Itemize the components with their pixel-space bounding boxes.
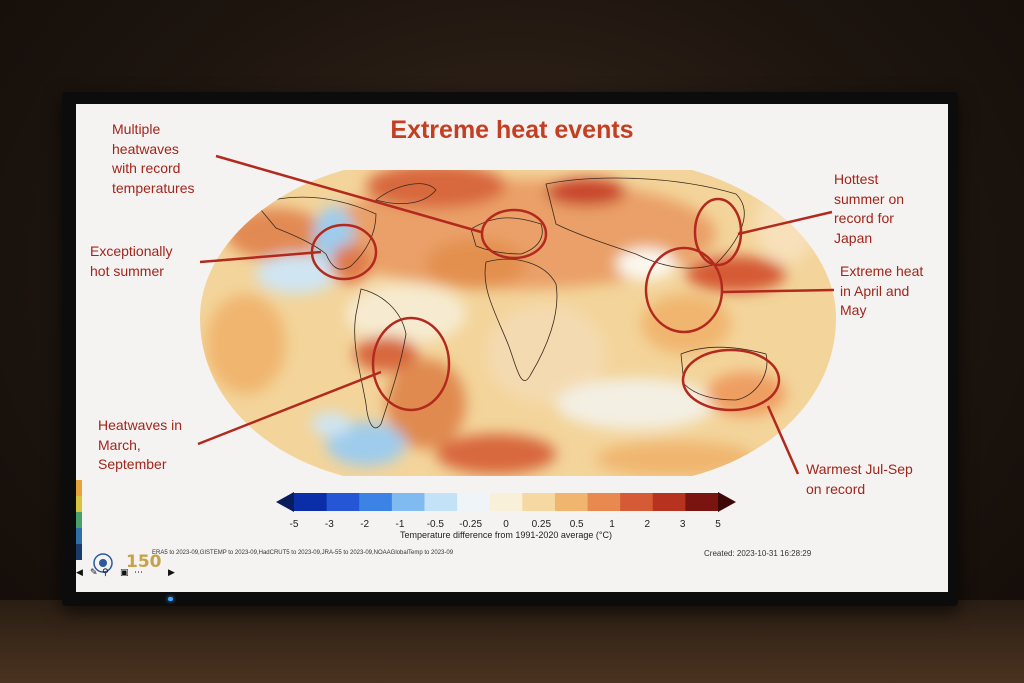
circle-mediterranean <box>480 208 548 260</box>
colorbar-cell <box>457 493 491 511</box>
circle-japan <box>693 197 743 267</box>
annotation-record-heatwaves: Multiple heatwaves with record temperatu… <box>112 120 194 198</box>
sidebar-stripe <box>76 512 82 528</box>
slide-screen: Extreme heat events Multiple heatwaves w… <box>76 104 948 592</box>
created-timestamp: Created: 2023-10-31 16:28:29 <box>704 549 812 558</box>
colorbar <box>276 492 736 512</box>
pointer-line-april-may <box>721 288 835 294</box>
annotation-hot-summer: Exceptionally hot summer <box>90 242 173 281</box>
colorbar-tick-label: 2 <box>644 519 651 530</box>
annotation-line: temperatures <box>112 179 195 196</box>
prev-icon[interactable]: ◀ <box>76 568 83 578</box>
anniversary-logo: 150 <box>126 552 162 572</box>
colorbar-tick-label: 0.25 <box>531 519 552 530</box>
colorbar-cell <box>424 493 458 511</box>
captions-icon[interactable]: ▣ <box>120 568 129 578</box>
colorbar-cell <box>326 493 360 511</box>
annotation-line: in April and <box>840 282 910 299</box>
colorbar-cell <box>489 493 523 511</box>
colorbar-cell <box>522 493 556 511</box>
power-led <box>168 597 173 601</box>
annotation-line: summer on <box>834 190 905 207</box>
sidebar-stripe <box>76 480 82 496</box>
pointer-line-heatwaves <box>215 154 482 234</box>
more-icon[interactable]: ⋯ <box>134 568 143 578</box>
annotation-japan: Hottest summer on record for Japan <box>834 170 904 248</box>
colorbar-arrow-low <box>276 492 294 512</box>
colorbar-tick-label: -0.25 <box>459 519 483 530</box>
circle-southeast-asia <box>644 246 724 334</box>
annotation-jul-sep: Warmest Jul-Sep on record <box>806 460 913 499</box>
colorbar-cell <box>587 493 621 511</box>
circle-south-america <box>371 316 451 412</box>
pen-icon[interactable]: ✎ <box>90 568 98 578</box>
pointer-line-jul-sep <box>766 405 800 475</box>
circle-australia <box>681 348 781 412</box>
colorbar-arrow-high <box>718 492 736 512</box>
annotation-line: heatwaves <box>112 140 179 157</box>
annotation-line: Exceptionally <box>90 243 173 259</box>
colorbar-cell <box>294 493 328 511</box>
colorbar-tick-label: 5 <box>715 519 721 530</box>
data-sources: ERA5 to 2023-09,GISTEMP to 2023-09,HadCR… <box>152 550 454 556</box>
annotation-line: Multiple <box>112 121 161 137</box>
colorbar-tick-label: -0.5 <box>426 519 444 530</box>
annotation-line: Heatwaves in <box>98 417 183 433</box>
colorbar-caption: Temperature difference from 1991-2020 av… <box>399 530 613 540</box>
annotation-line: September <box>98 456 167 472</box>
colorbar-cell <box>685 493 719 511</box>
wmo-emblem-icon <box>93 553 113 573</box>
slide-title: Extreme heat events <box>390 116 634 144</box>
zoom-icon[interactable]: ⚲ <box>102 568 109 578</box>
annotation-march-september: Heatwaves in March, September <box>98 416 182 475</box>
colorbar-tick-label: -5 <box>289 519 299 530</box>
sidebar-stripe <box>76 528 82 544</box>
next-icon[interactable]: ▶ <box>168 568 175 578</box>
colorbar-tick-label: -2 <box>360 519 370 530</box>
annotation-line: May <box>840 302 867 318</box>
annotation-line: Warmest Jul-Sep <box>806 461 913 477</box>
annotation-line: Hottest <box>834 171 879 187</box>
colorbar-cell <box>652 493 686 511</box>
colorbar-tick-label: 0.5 <box>569 519 584 530</box>
presentation-toolbar: 150 ◀ ✎ ⚲ ▣ ⋯ ▶ <box>76 552 276 592</box>
annotation-line: Extreme heat <box>840 263 924 279</box>
colorbar-tick-label: 3 <box>679 519 686 530</box>
colorbar-cell <box>391 493 425 511</box>
colorbar-tick-label: -1 <box>395 519 405 530</box>
colorbar-tick-label: -3 <box>324 519 334 530</box>
colorbar-tick-label: 0 <box>503 519 509 530</box>
monitor: Extreme heat events Multiple heatwaves w… <box>62 92 958 606</box>
annotation-line: Japan <box>834 229 873 246</box>
annotation-april-may: Extreme heat in April and May <box>840 262 923 321</box>
annotation-line: on record <box>806 480 866 497</box>
sidebar-stripe <box>76 496 82 512</box>
colorbar-cell <box>359 493 393 511</box>
colorbar-cell <box>620 493 654 511</box>
sidebar-stripe <box>76 544 82 560</box>
colorbar-tick-label: 1 <box>609 519 615 530</box>
world-temperature-map <box>197 154 836 476</box>
pointer-line-japan <box>737 210 833 236</box>
annotation-line: March, <box>98 436 141 453</box>
pointer-line-march-september <box>197 370 382 446</box>
background-wall <box>0 600 1024 683</box>
annotation-line: with record <box>112 160 181 176</box>
annotation-line: hot summer <box>90 262 164 279</box>
annotation-line: record for <box>834 210 894 226</box>
pointer-line-hot-summer <box>199 250 322 264</box>
colorbar-cell <box>554 493 589 511</box>
